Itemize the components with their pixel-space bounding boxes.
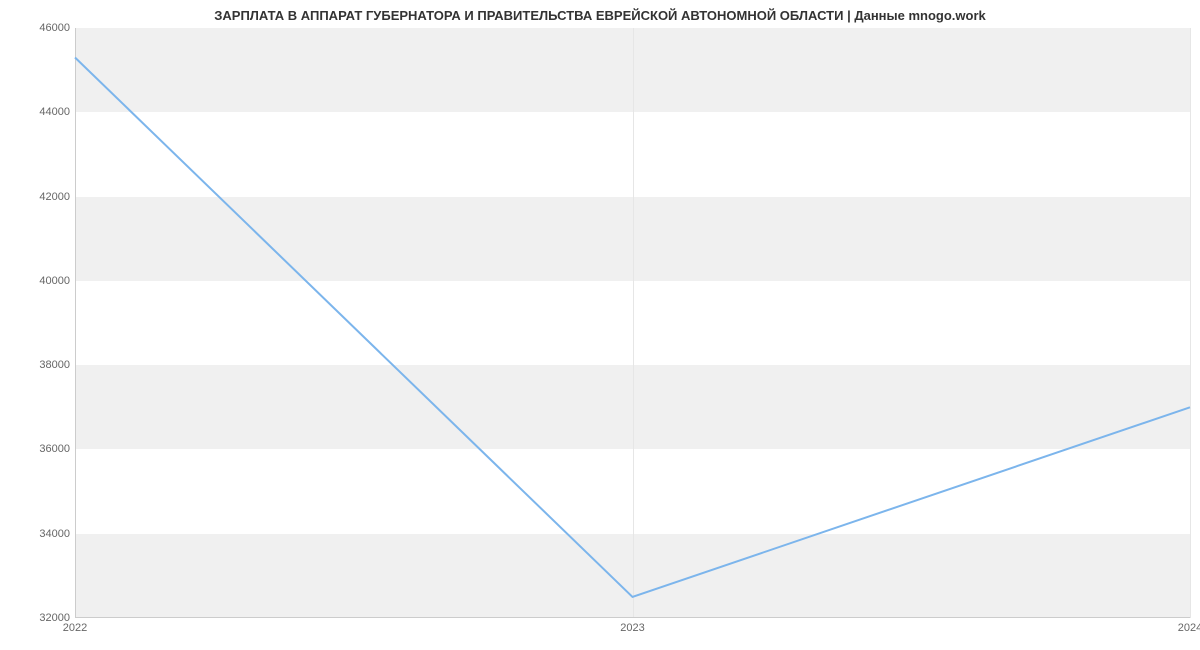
- line-series-layer: [75, 28, 1190, 618]
- y-tick-label: 42000: [10, 191, 70, 203]
- x-tick-label: 2024: [1178, 622, 1200, 634]
- y-tick-label: 34000: [10, 528, 70, 540]
- x-tick-label: 2023: [620, 622, 644, 634]
- chart-title: ЗАРПЛАТА В АППАРАТ ГУБЕРНАТОРА И ПРАВИТЕ…: [0, 8, 1200, 23]
- y-tick-label: 40000: [10, 275, 70, 287]
- x-tick-label: 2022: [63, 622, 87, 634]
- y-tick-label: 44000: [10, 106, 70, 118]
- plot-area: [75, 28, 1190, 618]
- y-tick-label: 32000: [10, 612, 70, 624]
- series-line-salary: [75, 58, 1190, 597]
- y-tick-label: 36000: [10, 443, 70, 455]
- gridline-vertical: [1190, 28, 1191, 618]
- y-tick-label: 38000: [10, 359, 70, 371]
- y-tick-label: 46000: [10, 22, 70, 34]
